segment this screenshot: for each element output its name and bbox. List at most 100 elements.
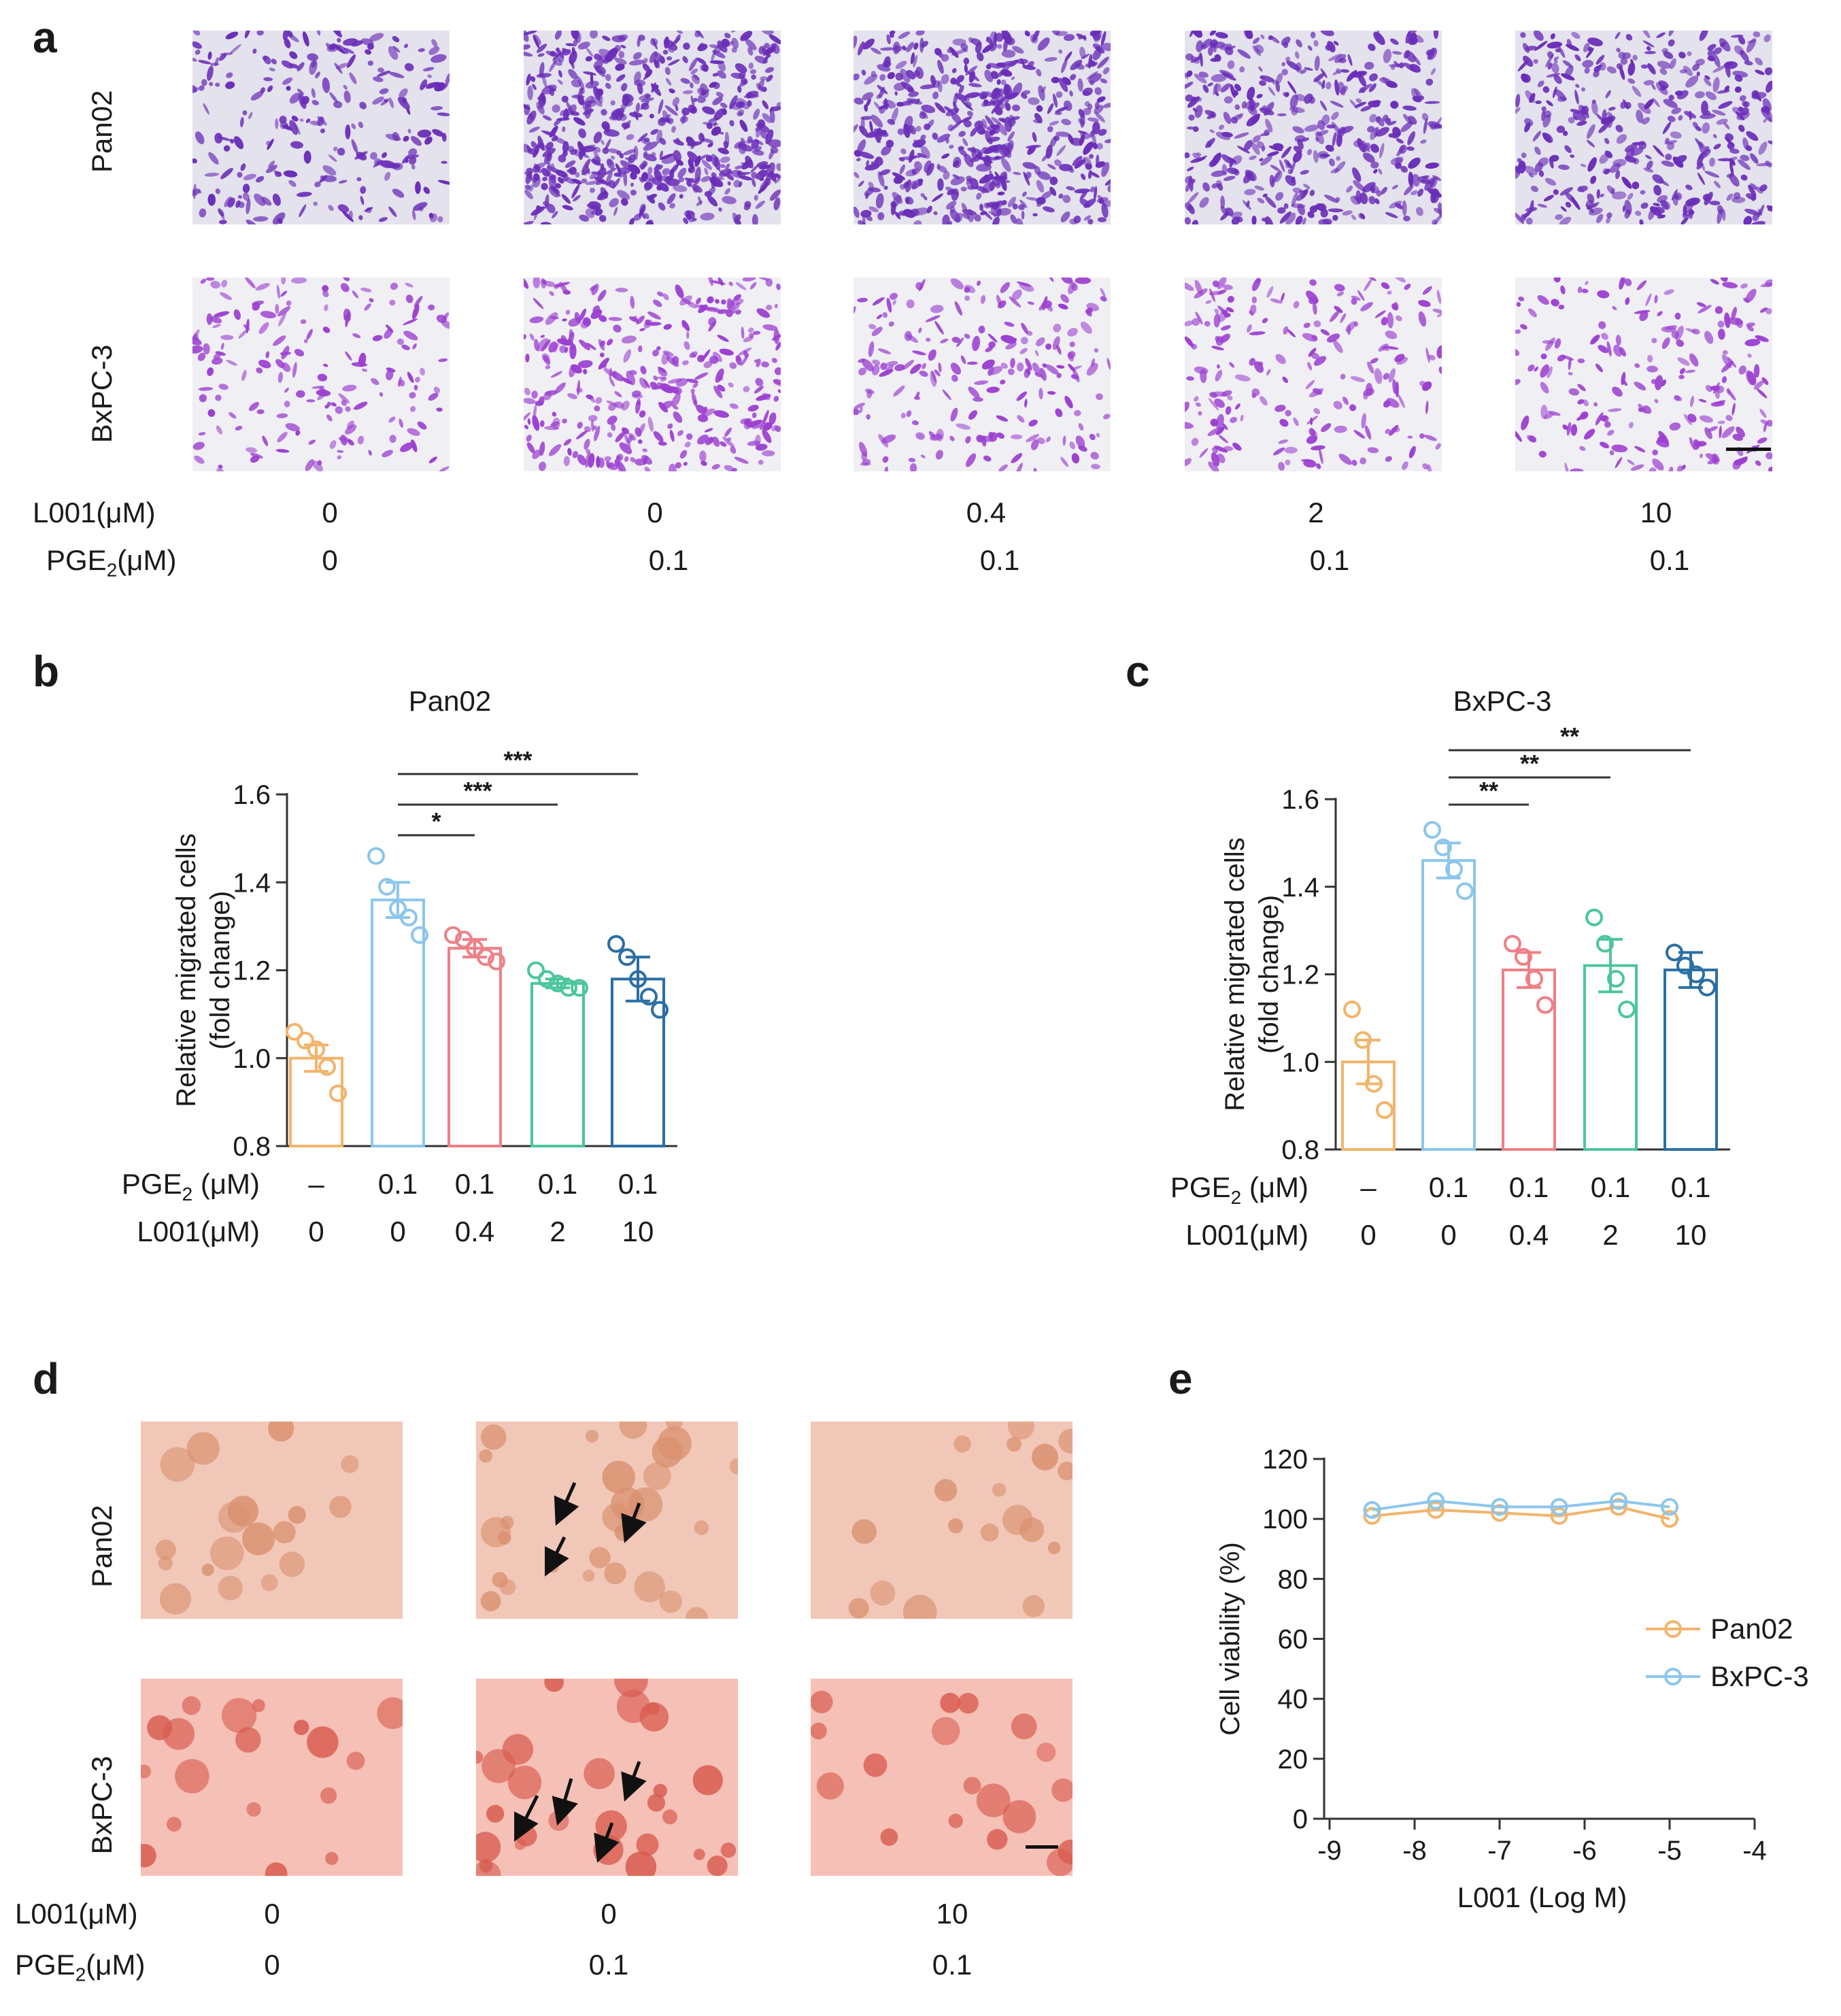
migration-image-bxpc3-1 xyxy=(524,278,781,471)
data-point xyxy=(640,988,658,1006)
data-point xyxy=(607,935,625,953)
x-label-l001: 2 xyxy=(1602,1219,1618,1251)
y-axis-label: Relative migrated cells xyxy=(171,833,201,1107)
a-pge-value: 0 xyxy=(322,544,338,576)
data-point xyxy=(1661,1510,1678,1528)
panel-letter-a: a xyxy=(33,13,57,62)
x-tick-label: -8 xyxy=(1402,1836,1427,1866)
x-label-l001: 0 xyxy=(1360,1219,1376,1251)
invasion-image-bxpc3-1 xyxy=(476,1679,738,1876)
panel-letter-b: b xyxy=(33,647,60,696)
migration-image-pan02-4 xyxy=(1515,31,1772,224)
data-point xyxy=(629,970,647,988)
data-point xyxy=(560,979,577,997)
significance-label: * xyxy=(431,807,441,835)
data-point xyxy=(1525,969,1543,988)
data-point xyxy=(1427,1500,1445,1519)
d-l001-value: 0 xyxy=(601,1898,617,1930)
legend-marker xyxy=(1664,1620,1682,1638)
x-axis-label: L001 (Log M) xyxy=(1457,1881,1627,1913)
x-row-label-l001: L001(μM) xyxy=(137,1215,260,1247)
data-point xyxy=(1666,943,1683,962)
data-point xyxy=(1504,935,1521,953)
data-point xyxy=(1445,860,1463,878)
migration-image-pan02-3 xyxy=(1185,31,1442,224)
x-label-pge: 0.1 xyxy=(378,1168,418,1200)
data-point xyxy=(389,900,407,918)
x-label-l001: 10 xyxy=(1675,1219,1707,1251)
x-tick-label: -4 xyxy=(1742,1836,1767,1866)
data-point xyxy=(1491,1498,1508,1516)
y-tick-label: 1.0 xyxy=(233,1044,271,1074)
data-point xyxy=(1610,1492,1627,1510)
data-point xyxy=(477,948,494,967)
d-row-label-pan02: Pan02 xyxy=(86,1505,118,1587)
panel-letter-d: d xyxy=(33,1354,60,1403)
d-row-label-bxpc3: BxPC-3 xyxy=(86,1755,118,1855)
data-point xyxy=(1550,1507,1568,1525)
x-label-l001: 10 xyxy=(622,1215,654,1247)
x-label-l001: 2 xyxy=(550,1215,565,1247)
x-label-pge: 0.1 xyxy=(1591,1171,1630,1203)
x-tick-label: -7 xyxy=(1487,1836,1512,1866)
d-pge-value: 0.1 xyxy=(588,1949,629,1981)
data-point xyxy=(378,877,396,896)
data-point xyxy=(307,1040,325,1058)
y-tick-label: 80 xyxy=(1278,1564,1308,1594)
migration-image-pan02-2 xyxy=(854,31,1111,224)
y-tick-label: 0.8 xyxy=(233,1132,271,1162)
migration-image-bxpc3-4 xyxy=(1515,278,1772,471)
data-point xyxy=(549,974,567,992)
a-l001-value: 0 xyxy=(647,497,663,528)
data-point xyxy=(1363,1500,1381,1519)
data-point xyxy=(538,970,556,988)
x-label-pge: 0.1 xyxy=(1429,1171,1468,1203)
data-point xyxy=(571,979,588,997)
x-row-label-l001: L001(μM) xyxy=(1185,1219,1308,1251)
data-point xyxy=(1676,956,1694,975)
data-point xyxy=(1661,1498,1678,1516)
data-point xyxy=(1491,1504,1508,1522)
bar xyxy=(447,947,502,1147)
y-axis-label-2: (fold change) xyxy=(205,891,235,1049)
y-axis-label-2: (fold change) xyxy=(1254,895,1284,1054)
migration-image-bxpc3-2 xyxy=(854,278,1111,471)
data-point xyxy=(1456,882,1474,901)
migration-image-bxpc3-3 xyxy=(1185,278,1442,471)
x-label-l001: 0.4 xyxy=(1509,1219,1549,1251)
y-tick-label: 120 xyxy=(1262,1445,1308,1475)
a-pge-value: 0.1 xyxy=(1649,544,1690,576)
data-point xyxy=(1687,965,1705,984)
y-tick-label: 0.8 xyxy=(1281,1135,1319,1165)
chart-c-bxpc3: BxPC-3 0.8 1.0 1.2 1.4 1.6 Relative migrated c… xyxy=(1170,685,1730,1251)
data-point xyxy=(1618,1001,1636,1018)
x-row-label-pge: PGE2 (μM) xyxy=(1170,1171,1308,1208)
x-label-pge: 0.1 xyxy=(1671,1171,1710,1203)
d-l001-value: 0 xyxy=(264,1898,280,1930)
y-tick-label: 1.2 xyxy=(233,956,271,986)
x-label-pge: 0.1 xyxy=(1509,1171,1549,1203)
a-l001-label: L001(μM) xyxy=(33,497,156,528)
data-point xyxy=(329,1084,347,1103)
bar xyxy=(530,981,585,1148)
x-label-pge: – xyxy=(308,1168,324,1200)
data-point xyxy=(1343,1001,1361,1018)
data-point xyxy=(455,930,473,949)
y-tick-label: 100 xyxy=(1262,1505,1308,1534)
data-point xyxy=(1610,1498,1627,1516)
significance-label: *** xyxy=(503,746,532,774)
panel-letter-e: e xyxy=(1168,1354,1193,1403)
data-point xyxy=(318,1058,336,1076)
data-point xyxy=(1376,1101,1394,1120)
chart-title: BxPC-3 xyxy=(1453,685,1552,717)
d-l001-value: 10 xyxy=(936,1898,968,1930)
a-l001-value: 0 xyxy=(322,497,338,528)
x-tick-label: -9 xyxy=(1317,1836,1342,1866)
data-point xyxy=(286,1022,303,1041)
panel-letter-c: c xyxy=(1126,647,1150,696)
d-pge-label: PGE2(μM) xyxy=(15,1949,146,1985)
y-tick-label: 1.6 xyxy=(233,780,271,810)
y-tick-label: 20 xyxy=(1278,1745,1308,1775)
scale-bar-a xyxy=(1726,448,1771,451)
chart-b-pan02: Pan02 0.8 1.0 1.2 1.4 1.6 Relative migrated ce… xyxy=(122,685,677,1247)
